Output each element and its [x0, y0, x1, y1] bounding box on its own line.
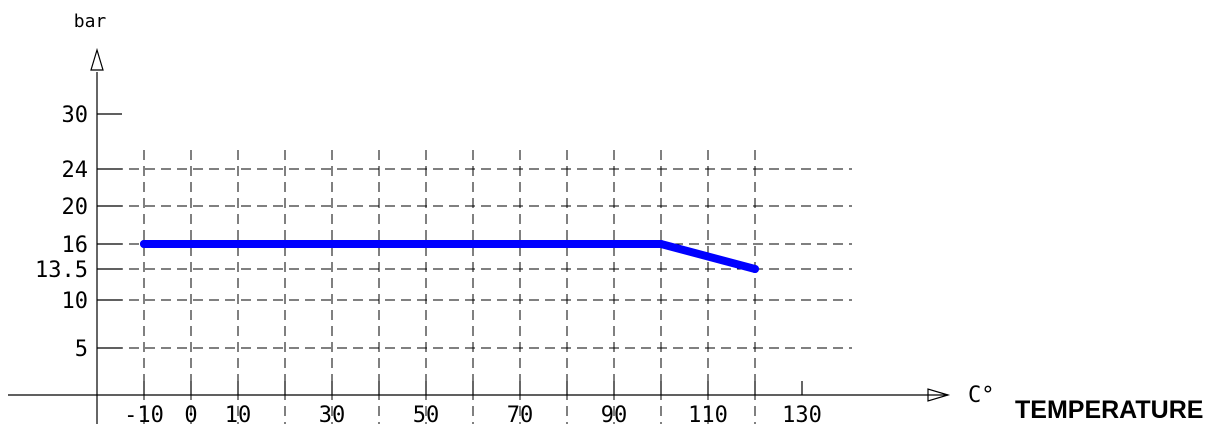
y-tick-label: 16	[62, 233, 89, 258]
y-tick-label: 24	[62, 158, 89, 183]
y-axis-arrow-icon	[90, 47, 104, 71]
series-line	[140, 240, 759, 273]
x-axis-arrow-icon	[927, 388, 951, 402]
y-tick-label: 5	[75, 337, 88, 362]
x-tick-label: 110	[688, 403, 728, 427]
series	[140, 240, 759, 273]
series-point	[657, 240, 665, 248]
x-tick-label: 90	[601, 403, 628, 427]
y-tick-label: 30	[62, 103, 89, 128]
x-ticks: -10 0 10 30 50 70 90 110 130	[124, 381, 822, 427]
x-tick-label: 50	[413, 403, 440, 427]
axes	[8, 47, 951, 424]
y-tick-label: 13.5	[35, 258, 88, 283]
x-tick-label: 10	[225, 403, 252, 427]
x-axis-label: TEMPERATURE	[1015, 396, 1203, 424]
grid	[97, 150, 852, 424]
x-axis-unit: C°	[968, 383, 995, 408]
x-tick-label: -10	[124, 403, 164, 427]
y-tick-label: 20	[62, 195, 89, 220]
x-tick-label: 130	[782, 403, 822, 427]
y-tick-label: 10	[62, 289, 89, 314]
x-tick-label: 70	[507, 403, 534, 427]
series-point	[140, 240, 148, 248]
y-ticks: 5 10 13.516 20 24 30	[35, 103, 122, 362]
x-tick-label: 30	[319, 403, 346, 427]
x-tick-label: 0	[184, 403, 197, 427]
y-axis-unit: bar	[74, 11, 107, 32]
series-point	[751, 265, 759, 273]
